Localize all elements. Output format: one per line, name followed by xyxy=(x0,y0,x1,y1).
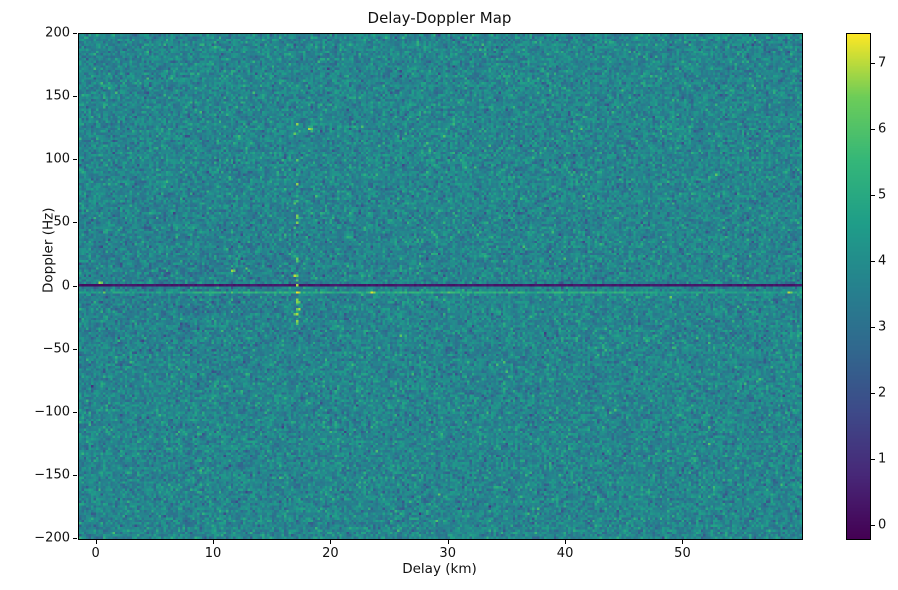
y-tick-label: 200 xyxy=(45,25,70,41)
y-tick-mark xyxy=(73,33,77,34)
colorbar-tick-mark xyxy=(871,392,875,394)
colorbar-tick-label: 4 xyxy=(878,253,887,269)
colorbar-tick-mark xyxy=(871,260,875,262)
x-tick-mark xyxy=(330,540,332,544)
y-tick-mark xyxy=(73,411,77,413)
colorbar-tick-label: 3 xyxy=(878,319,887,335)
colorbar xyxy=(846,33,871,540)
x-axis-label: Delay (km) xyxy=(402,561,477,577)
colorbar-tick-mark xyxy=(871,458,875,460)
plot-area xyxy=(78,33,803,540)
colorbar-tick-label: 6 xyxy=(878,121,887,137)
colorbar-canvas xyxy=(847,34,870,539)
y-tick-label: −100 xyxy=(34,404,70,420)
x-tick-label: 0 xyxy=(91,546,100,561)
colorbar-tick-mark xyxy=(871,62,875,64)
colorbar-tick-label: 0 xyxy=(878,517,887,533)
colorbar-tick-mark xyxy=(871,326,875,328)
x-tick-label: 30 xyxy=(439,546,456,561)
x-tick-mark xyxy=(565,540,567,544)
y-tick-label: 0 xyxy=(61,278,70,293)
y-tick-label: 100 xyxy=(45,151,70,167)
y-tick-label: −150 xyxy=(34,467,70,483)
y-tick-mark xyxy=(73,159,77,161)
y-tick-label: −50 xyxy=(42,341,70,357)
y-tick-mark xyxy=(73,96,77,98)
x-tick-label: 40 xyxy=(556,546,574,561)
x-tick-mark xyxy=(682,540,684,544)
colorbar-tick-label: 2 xyxy=(878,385,887,401)
y-tick-mark xyxy=(73,285,77,287)
y-tick-label: −200 xyxy=(34,530,70,546)
colorbar-tick-mark xyxy=(871,194,875,196)
x-tick-mark xyxy=(447,540,449,544)
x-tick-mark xyxy=(212,540,214,544)
chart-title: Delay-Doppler Map xyxy=(367,9,512,27)
colorbar-tick-label: 5 xyxy=(878,187,887,203)
colorbar-tick-label: 1 xyxy=(878,451,887,467)
y-tick-label: 50 xyxy=(53,214,70,230)
y-tick-label: 150 xyxy=(45,88,70,104)
y-tick-mark xyxy=(73,474,77,476)
y-tick-mark xyxy=(73,348,77,350)
x-tick-mark xyxy=(95,540,97,544)
x-tick-label: 20 xyxy=(322,546,339,561)
colorbar-tick-label: 7 xyxy=(878,55,887,71)
colorbar-tick-mark xyxy=(871,524,875,526)
y-tick-mark xyxy=(73,538,77,539)
colorbar-tick-mark xyxy=(871,128,875,130)
heatmap-canvas xyxy=(79,34,802,539)
x-tick-label: 10 xyxy=(204,546,222,561)
x-tick-label: 50 xyxy=(674,546,691,561)
y-tick-mark xyxy=(73,222,77,224)
